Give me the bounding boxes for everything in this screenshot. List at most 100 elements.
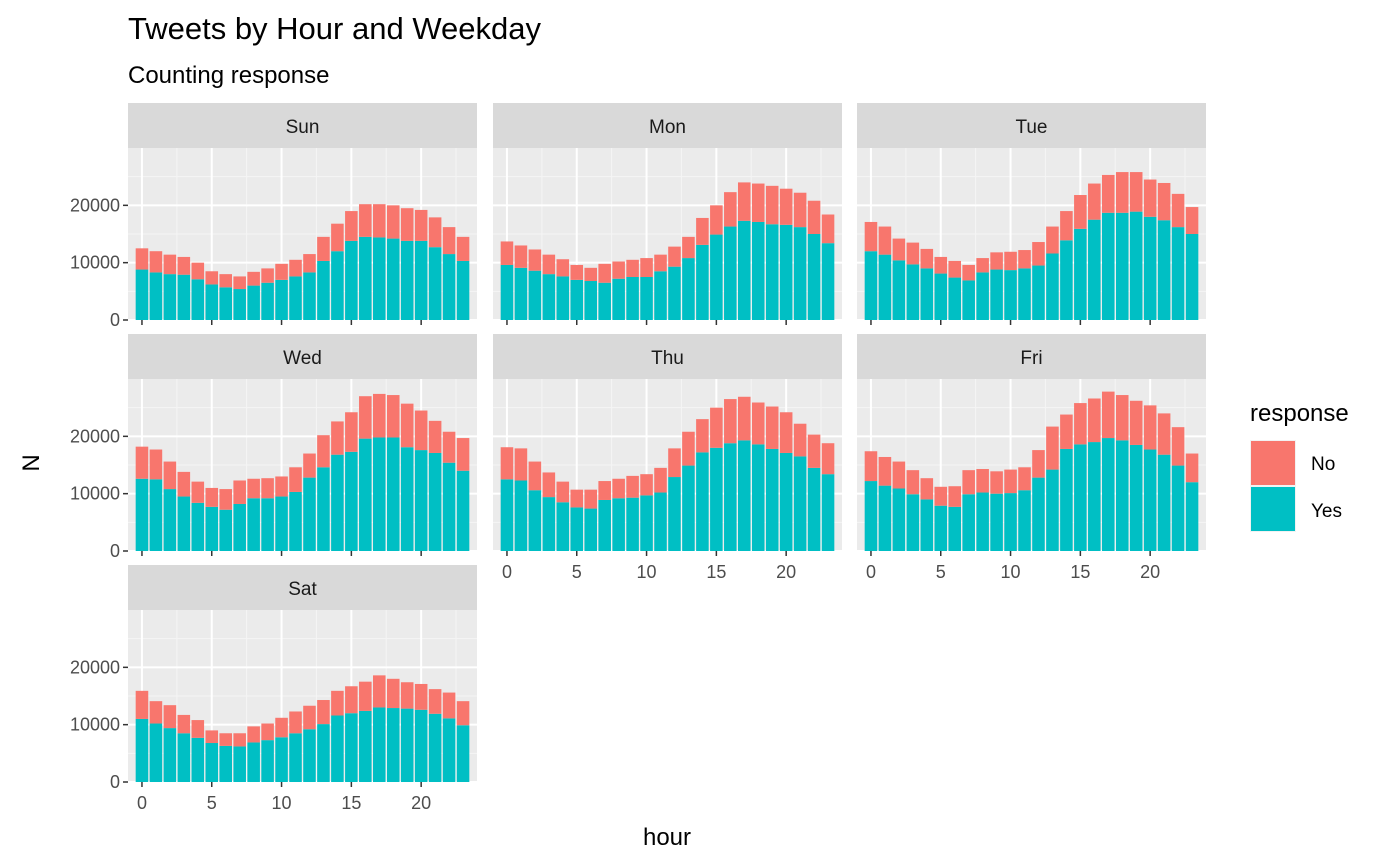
- bar-yes-tue-23: [1185, 234, 1199, 320]
- bar-no-wed-13: [317, 435, 330, 468]
- bar-no-sun-8: [247, 271, 260, 286]
- bar-no-sat-1: [149, 701, 163, 724]
- y-axis-title: N: [18, 454, 45, 471]
- bar-no-thu-0: [500, 447, 514, 480]
- bar-yes-sun-3: [177, 274, 191, 320]
- bar-no-thu-16: [724, 399, 737, 444]
- bar-yes-sun-7: [233, 289, 246, 320]
- bar-yes-thu-15: [710, 447, 723, 551]
- bar-no-wed-0: [135, 446, 149, 479]
- bar-yes-wed-4: [191, 502, 205, 551]
- bar-no-sat-0: [135, 690, 149, 719]
- bar-yes-sat-9: [261, 740, 274, 782]
- x-tick-label: 10: [1001, 562, 1021, 582]
- bar-no-thu-1: [514, 448, 528, 481]
- bar-yes-thu-12: [668, 477, 681, 551]
- bar-no-fri-1: [878, 456, 892, 486]
- bar-no-sun-1: [149, 251, 163, 273]
- bar-yes-sun-13: [317, 260, 330, 320]
- y-tick-label: 0: [110, 541, 120, 561]
- bar-no-sat-20: [414, 683, 428, 710]
- bar-no-sun-22: [442, 227, 456, 255]
- bar-yes-mon-21: [793, 227, 807, 320]
- bar-no-tue-2: [892, 238, 906, 261]
- bar-no-sat-18: [386, 678, 400, 709]
- bar-no-thu-4: [556, 481, 570, 503]
- bar-yes-sun-2: [163, 274, 177, 320]
- bar-yes-fri-11: [1018, 490, 1031, 551]
- legend-label-yes: Yes: [1311, 501, 1342, 522]
- y-tick-label: 20000: [70, 195, 120, 215]
- panel-fri: Fri 0 5 10 15 20: [857, 334, 1206, 582]
- bar-yes-sat-14: [331, 715, 344, 782]
- bar-no-sat-13: [317, 700, 330, 725]
- bar-no-thu-11: [654, 467, 667, 493]
- bar-no-tue-15: [1074, 195, 1087, 229]
- bar-yes-tue-5: [934, 273, 948, 320]
- bar-no-fri-0: [864, 451, 878, 482]
- bar-no-sat-21: [428, 689, 442, 714]
- bar-yes-tue-11: [1018, 268, 1031, 320]
- bar-yes-thu-10: [640, 495, 653, 551]
- x-tick-label: 5: [936, 562, 946, 582]
- bar-yes-tue-16: [1088, 219, 1101, 320]
- bar-yes-mon-9: [626, 277, 639, 320]
- bar-yes-sun-16: [359, 236, 372, 320]
- bar-yes-fri-23: [1185, 482, 1199, 551]
- bar-yes-tue-20: [1143, 216, 1157, 320]
- bar-yes-sun-22: [442, 254, 456, 320]
- bar-yes-mon-23: [821, 243, 835, 320]
- bar-no-thu-8: [612, 478, 625, 499]
- bar-no-tue-0: [864, 221, 878, 252]
- bar-no-sun-19: [400, 208, 414, 241]
- bar-yes-wed-9: [261, 498, 274, 551]
- legend-swatch-no: [1251, 441, 1295, 485]
- bar-yes-tue-0: [864, 251, 878, 320]
- bar-no-mon-10: [640, 258, 653, 277]
- strip-sun: [128, 103, 477, 148]
- bar-yes-tue-1: [878, 254, 892, 320]
- bar-no-mon-11: [654, 254, 667, 272]
- bar-yes-tue-13: [1046, 253, 1059, 320]
- bar-no-mon-18: [751, 183, 765, 222]
- bar-no-mon-13: [682, 236, 695, 259]
- bar-yes-fri-21: [1157, 454, 1171, 551]
- bar-no-fri-13: [1046, 426, 1059, 470]
- bar-yes-fri-6: [948, 506, 962, 551]
- y-tick-label: 20000: [70, 426, 120, 446]
- bar-no-thu-3: [542, 472, 556, 498]
- strip-label-wed: Wed: [283, 348, 322, 369]
- bar-no-fri-2: [892, 461, 906, 489]
- bar-no-sat-15: [345, 686, 358, 714]
- bar-no-thu-19: [765, 406, 779, 449]
- bar-no-sat-11: [289, 711, 302, 734]
- bar-no-thu-10: [640, 474, 653, 496]
- bar-yes-thu-11: [654, 492, 667, 551]
- y-tick-label: 0: [110, 772, 120, 792]
- x-tick-label: 20: [411, 793, 431, 813]
- bar-no-mon-0: [500, 241, 514, 265]
- bar-no-tue-6: [948, 260, 962, 278]
- y-tick-label: 10000: [70, 253, 120, 273]
- bar-no-tue-1: [878, 226, 892, 255]
- bar-yes-thu-8: [612, 498, 625, 551]
- bar-yes-fri-9: [990, 493, 1003, 551]
- bar-no-sun-20: [414, 209, 428, 241]
- x-axis-title: hour: [643, 824, 691, 851]
- bar-no-tue-16: [1088, 183, 1101, 220]
- bar-no-wed-12: [303, 453, 316, 478]
- bar-yes-fri-4: [920, 499, 934, 551]
- bar-yes-tue-6: [948, 277, 962, 320]
- bar-no-thu-7: [598, 481, 611, 500]
- bar-yes-mon-12: [668, 266, 681, 320]
- bar-no-fri-22: [1171, 427, 1185, 466]
- bar-no-sat-12: [303, 705, 316, 730]
- bar-yes-wed-15: [345, 451, 358, 551]
- x-tick-label: 10: [272, 793, 292, 813]
- bar-yes-sat-15: [345, 713, 358, 782]
- bar-yes-wed-3: [177, 496, 191, 551]
- bar-yes-sat-13: [317, 724, 330, 782]
- bar-no-wed-11: [289, 467, 302, 492]
- bar-no-sat-17: [372, 675, 386, 708]
